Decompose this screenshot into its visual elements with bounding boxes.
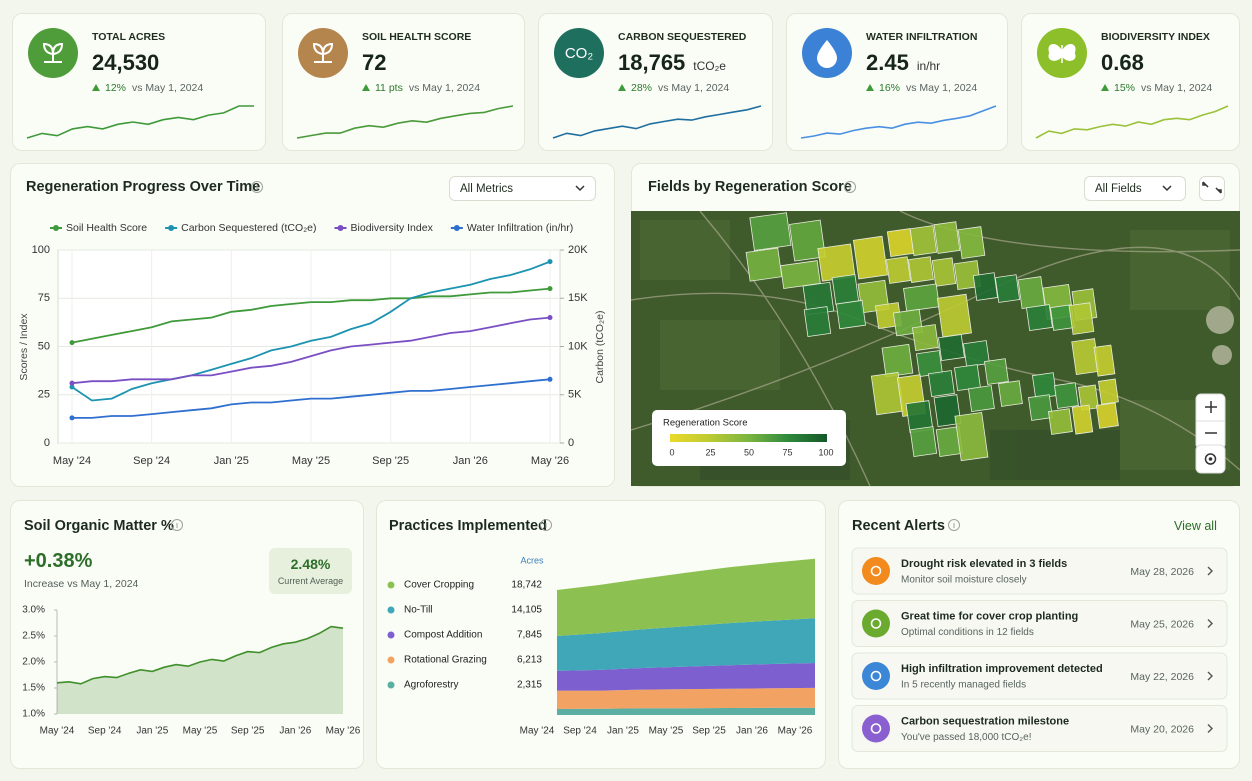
panel-title: Practices Implemented	[389, 518, 547, 534]
kpi-card	[282, 13, 525, 151]
kpi-card	[538, 13, 773, 151]
panel-title: Fields by Regeneration Score	[648, 179, 852, 195]
view-all-link[interactable]: View all	[1174, 519, 1217, 533]
change-note: Increase vs May 1, 2024	[24, 578, 139, 590]
practices-card	[376, 500, 826, 769]
kpi-card	[1021, 13, 1240, 151]
kpi-card	[786, 13, 1008, 151]
average-box: 2.48% Current Average	[269, 548, 352, 594]
alerts-card	[838, 500, 1240, 769]
panel-title: Soil Organic Matter %	[24, 518, 174, 534]
kpi-card	[12, 13, 266, 151]
field-dropdown[interactable]: All Fields	[1084, 176, 1186, 201]
average-label: Current Average	[277, 576, 344, 586]
average-value: 2.48%	[290, 556, 331, 572]
change-value: +0.38%	[24, 550, 93, 572]
dropdown-text: All Metrics	[460, 183, 514, 195]
panel-title: Regeneration Progress Over Time	[26, 179, 261, 195]
dropdown-text: All Fields	[1095, 183, 1142, 195]
panel-title: Recent Alerts	[852, 518, 945, 534]
progress-card	[10, 163, 615, 487]
expand-button[interactable]	[1199, 176, 1225, 201]
metric-dropdown[interactable]: All Metrics	[449, 176, 596, 201]
map-card	[631, 163, 1240, 487]
soil-card	[10, 500, 364, 769]
